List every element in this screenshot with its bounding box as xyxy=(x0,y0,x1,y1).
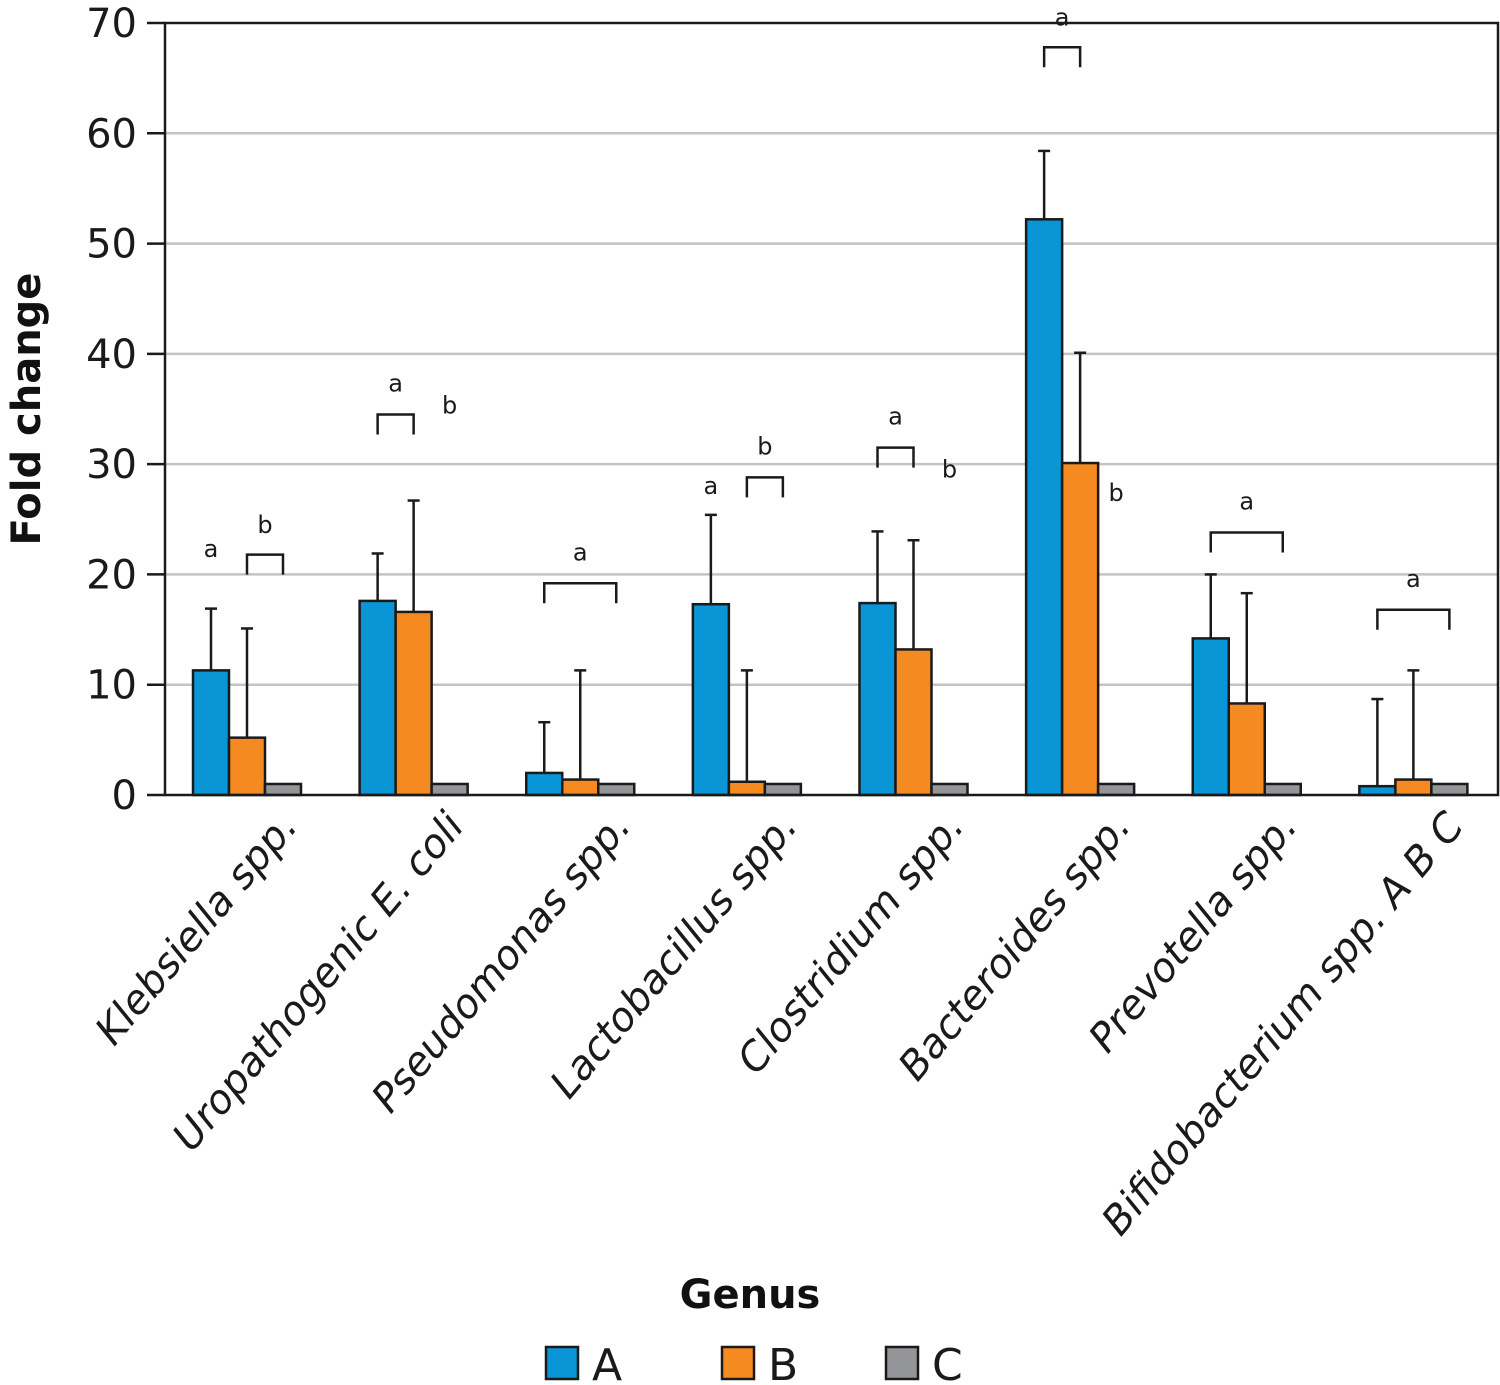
y-tick-label-10: 10 xyxy=(86,663,137,709)
bar-A-6 xyxy=(1191,637,1230,797)
y-axis-title: Fold change xyxy=(4,273,50,546)
legend-swatch-A xyxy=(544,1345,580,1381)
bar-B-0 xyxy=(227,736,267,797)
legend: A B C xyxy=(544,1340,963,1385)
legend-label-B: B xyxy=(768,1340,798,1385)
bar-C-4 xyxy=(930,782,969,797)
y-tick-label-60: 60 xyxy=(86,111,137,157)
significance-bracket-1 xyxy=(376,413,415,435)
bar-B-1 xyxy=(394,610,433,797)
point-label-0: a xyxy=(204,535,219,563)
legend-swatch-C xyxy=(884,1345,920,1381)
bar-B-2 xyxy=(561,778,600,797)
significance-label-3: b xyxy=(757,432,772,460)
plot-frame xyxy=(163,21,1500,797)
bar-B-5 xyxy=(1060,461,1100,797)
bar-A-4 xyxy=(858,601,897,797)
bar-A-1 xyxy=(358,599,397,797)
bar-C-0 xyxy=(263,782,303,797)
bars xyxy=(191,149,1469,797)
y-tick-label-30: 30 xyxy=(86,442,137,488)
bar-A-7 xyxy=(1358,784,1397,797)
x-axis-title: Genus xyxy=(680,1272,821,1318)
significance-bracket-4 xyxy=(876,446,915,468)
y-axis-ticks: 0 10 20 30 40 50 60 70 xyxy=(86,1,165,819)
point-label-2: a xyxy=(704,472,719,500)
y-tick-label-40: 40 xyxy=(86,332,137,378)
significance-label-1: a xyxy=(388,370,403,398)
significance-label-6: a xyxy=(1239,488,1254,516)
x-category-label-1: Uropathogenic E. coli xyxy=(164,804,473,1160)
significance-bracket-6 xyxy=(1209,531,1284,553)
significance-bracket-7 xyxy=(1376,608,1451,630)
gridlines xyxy=(165,132,1498,686)
significance-bracket-3 xyxy=(745,476,785,498)
bar-C-5 xyxy=(1096,782,1136,797)
bar-B-7 xyxy=(1394,778,1433,797)
significance-label-0: b xyxy=(257,511,272,539)
bar-A-5 xyxy=(1024,218,1064,797)
legend-swatch-B xyxy=(720,1345,756,1381)
significance-bracket-5 xyxy=(1042,46,1082,68)
bar-A-2 xyxy=(525,771,564,797)
y-tick-label-0: 0 xyxy=(112,773,137,819)
point-label-3: b xyxy=(942,456,957,484)
significance-label-5: a xyxy=(1055,3,1070,31)
point-label-1: b xyxy=(442,392,457,420)
significance-bracket-0 xyxy=(245,553,285,575)
significance-brackets: b a a b a a a a a b a b b xyxy=(204,3,1451,630)
significance-label-2: a xyxy=(573,538,588,566)
legend-label-A: A xyxy=(592,1340,622,1385)
y-tick-label-20: 20 xyxy=(86,552,137,598)
bar-C-1 xyxy=(430,782,469,797)
bar-C-2 xyxy=(597,782,636,797)
bar-B-3 xyxy=(727,780,767,797)
bar-C-7 xyxy=(1430,782,1469,797)
bar-A-0 xyxy=(191,669,231,797)
bar-B-6 xyxy=(1227,702,1266,797)
x-category-label-7: Bifidobacterium spp. A B C xyxy=(1093,804,1473,1244)
point-label-4: b xyxy=(1109,479,1124,507)
y-tick-label-70: 70 xyxy=(86,1,137,47)
legend-label-C: C xyxy=(932,1340,963,1385)
bar-C-6 xyxy=(1263,782,1302,797)
bar-A-3 xyxy=(691,602,731,797)
significance-bracket-2 xyxy=(543,582,618,604)
x-axis-category-labels: Klebsiella spp.Uropathogenic E. coliPseu… xyxy=(86,804,1473,1244)
bar-B-4 xyxy=(894,648,933,797)
significance-label-7: a xyxy=(1406,565,1421,593)
y-tick-label-50: 50 xyxy=(86,222,137,268)
significance-label-4: a xyxy=(888,403,903,431)
bar-C-3 xyxy=(763,782,803,797)
